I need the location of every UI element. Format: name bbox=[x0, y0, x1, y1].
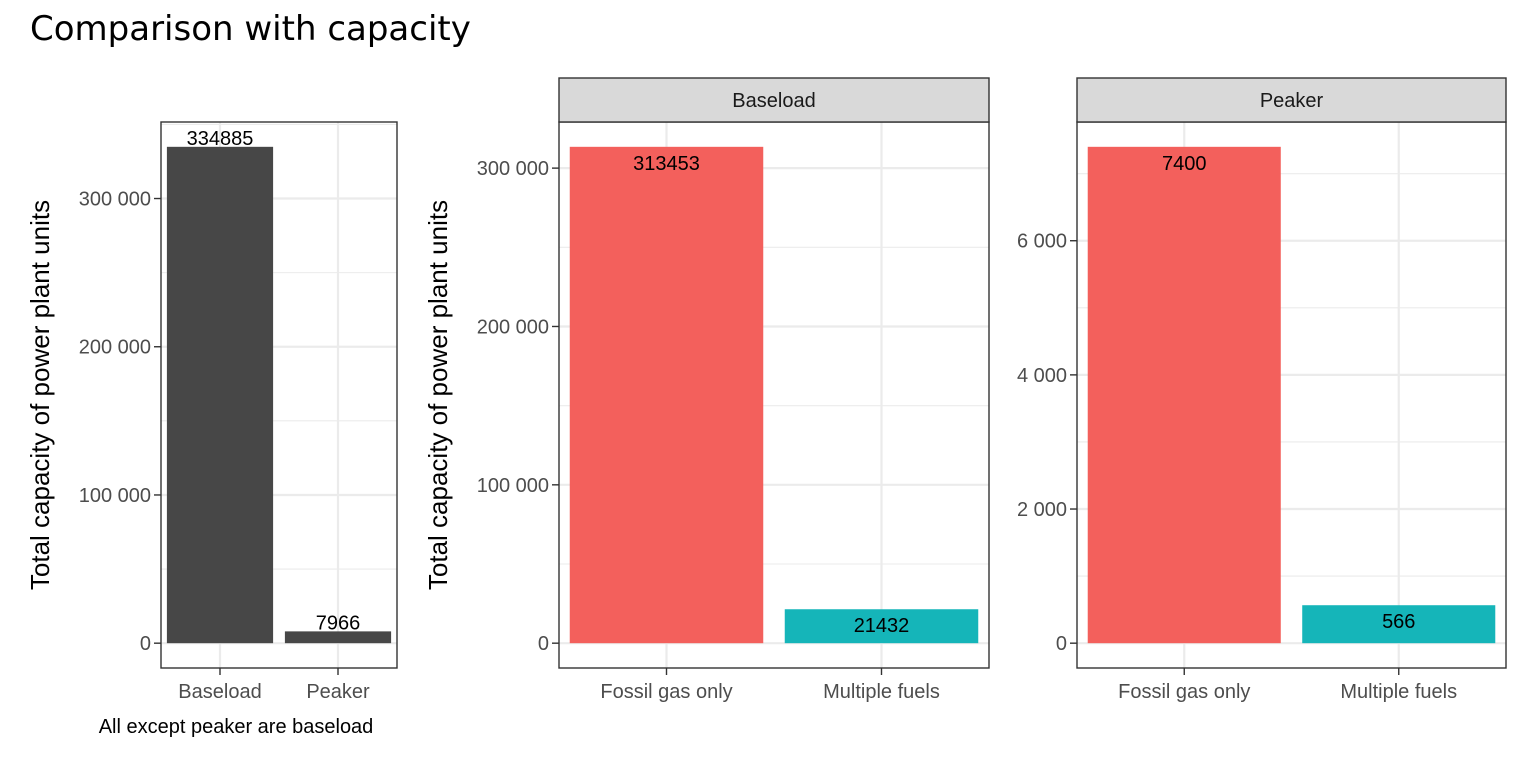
facet-peaker: 7400 566 0 2 000 4 000 6 000 Fossil gas only Mu… bbox=[1017, 77, 1507, 703]
data-label: 21432 bbox=[854, 615, 910, 637]
y-tick-label: 2 000 bbox=[1017, 499, 1067, 521]
panel-border bbox=[160, 121, 398, 669]
chart-title: Comparison with capacity bbox=[30, 9, 471, 49]
y-tick-label: 100 000 bbox=[79, 485, 151, 507]
bar-multiple-fuels bbox=[1302, 605, 1496, 644]
bar-fossil-gas-only bbox=[1087, 146, 1281, 644]
y-tick-label: 6 000 bbox=[1017, 231, 1067, 253]
overall-capacity-panel: Total capacity of power plant units All … bbox=[25, 121, 398, 738]
fuel-capacity-facet-panel: Total capacity of power plant units 3134… bbox=[423, 77, 1507, 703]
y-tick-label: 300 000 bbox=[79, 189, 151, 211]
x-tick-label: Fossil gas only bbox=[600, 681, 732, 703]
x-tick-label: Multiple fuels bbox=[1340, 681, 1457, 703]
y-axis-title: Total capacity of power plant units bbox=[423, 200, 453, 590]
bar-fossil-gas-only bbox=[569, 146, 764, 644]
y-axis-title: Total capacity of power plant units bbox=[25, 200, 55, 590]
facet-strip bbox=[558, 77, 990, 123]
facet-strip bbox=[1076, 77, 1507, 123]
data-label: 334885 bbox=[187, 128, 254, 150]
facet-baseload: 313453 21432 0 100 000 200 000 300 000 Fossil … bbox=[477, 77, 990, 703]
bar-baseload bbox=[166, 146, 274, 644]
data-label: 7400 bbox=[1162, 153, 1207, 175]
data-label: 7966 bbox=[316, 612, 361, 634]
y-tick-label: 200 000 bbox=[79, 337, 151, 359]
y-tick-label: 300 000 bbox=[477, 158, 549, 180]
y-tick-label: 4 000 bbox=[1017, 365, 1067, 387]
y-tick-label: 200 000 bbox=[477, 316, 549, 338]
x-axis-caption: All except peaker are baseload bbox=[99, 716, 374, 738]
facet-strip-label: Baseload bbox=[732, 90, 815, 112]
data-label: 313453 bbox=[633, 153, 700, 175]
y-tick-label: 0 bbox=[140, 633, 151, 655]
bar-multiple-fuels bbox=[784, 609, 979, 644]
y-tick-label: 0 bbox=[538, 633, 549, 655]
facet-strip-label: Peaker bbox=[1260, 90, 1324, 112]
x-tick-label: Fossil gas only bbox=[1118, 681, 1250, 703]
y-tick-label: 0 bbox=[1056, 633, 1067, 655]
bar-peaker bbox=[284, 631, 392, 644]
data-label: 566 bbox=[1382, 611, 1415, 633]
x-tick-label: Multiple fuels bbox=[823, 681, 940, 703]
x-tick-label: Baseload bbox=[178, 681, 261, 703]
y-tick-label: 100 000 bbox=[477, 475, 549, 497]
x-tick-label: Peaker bbox=[306, 681, 370, 703]
